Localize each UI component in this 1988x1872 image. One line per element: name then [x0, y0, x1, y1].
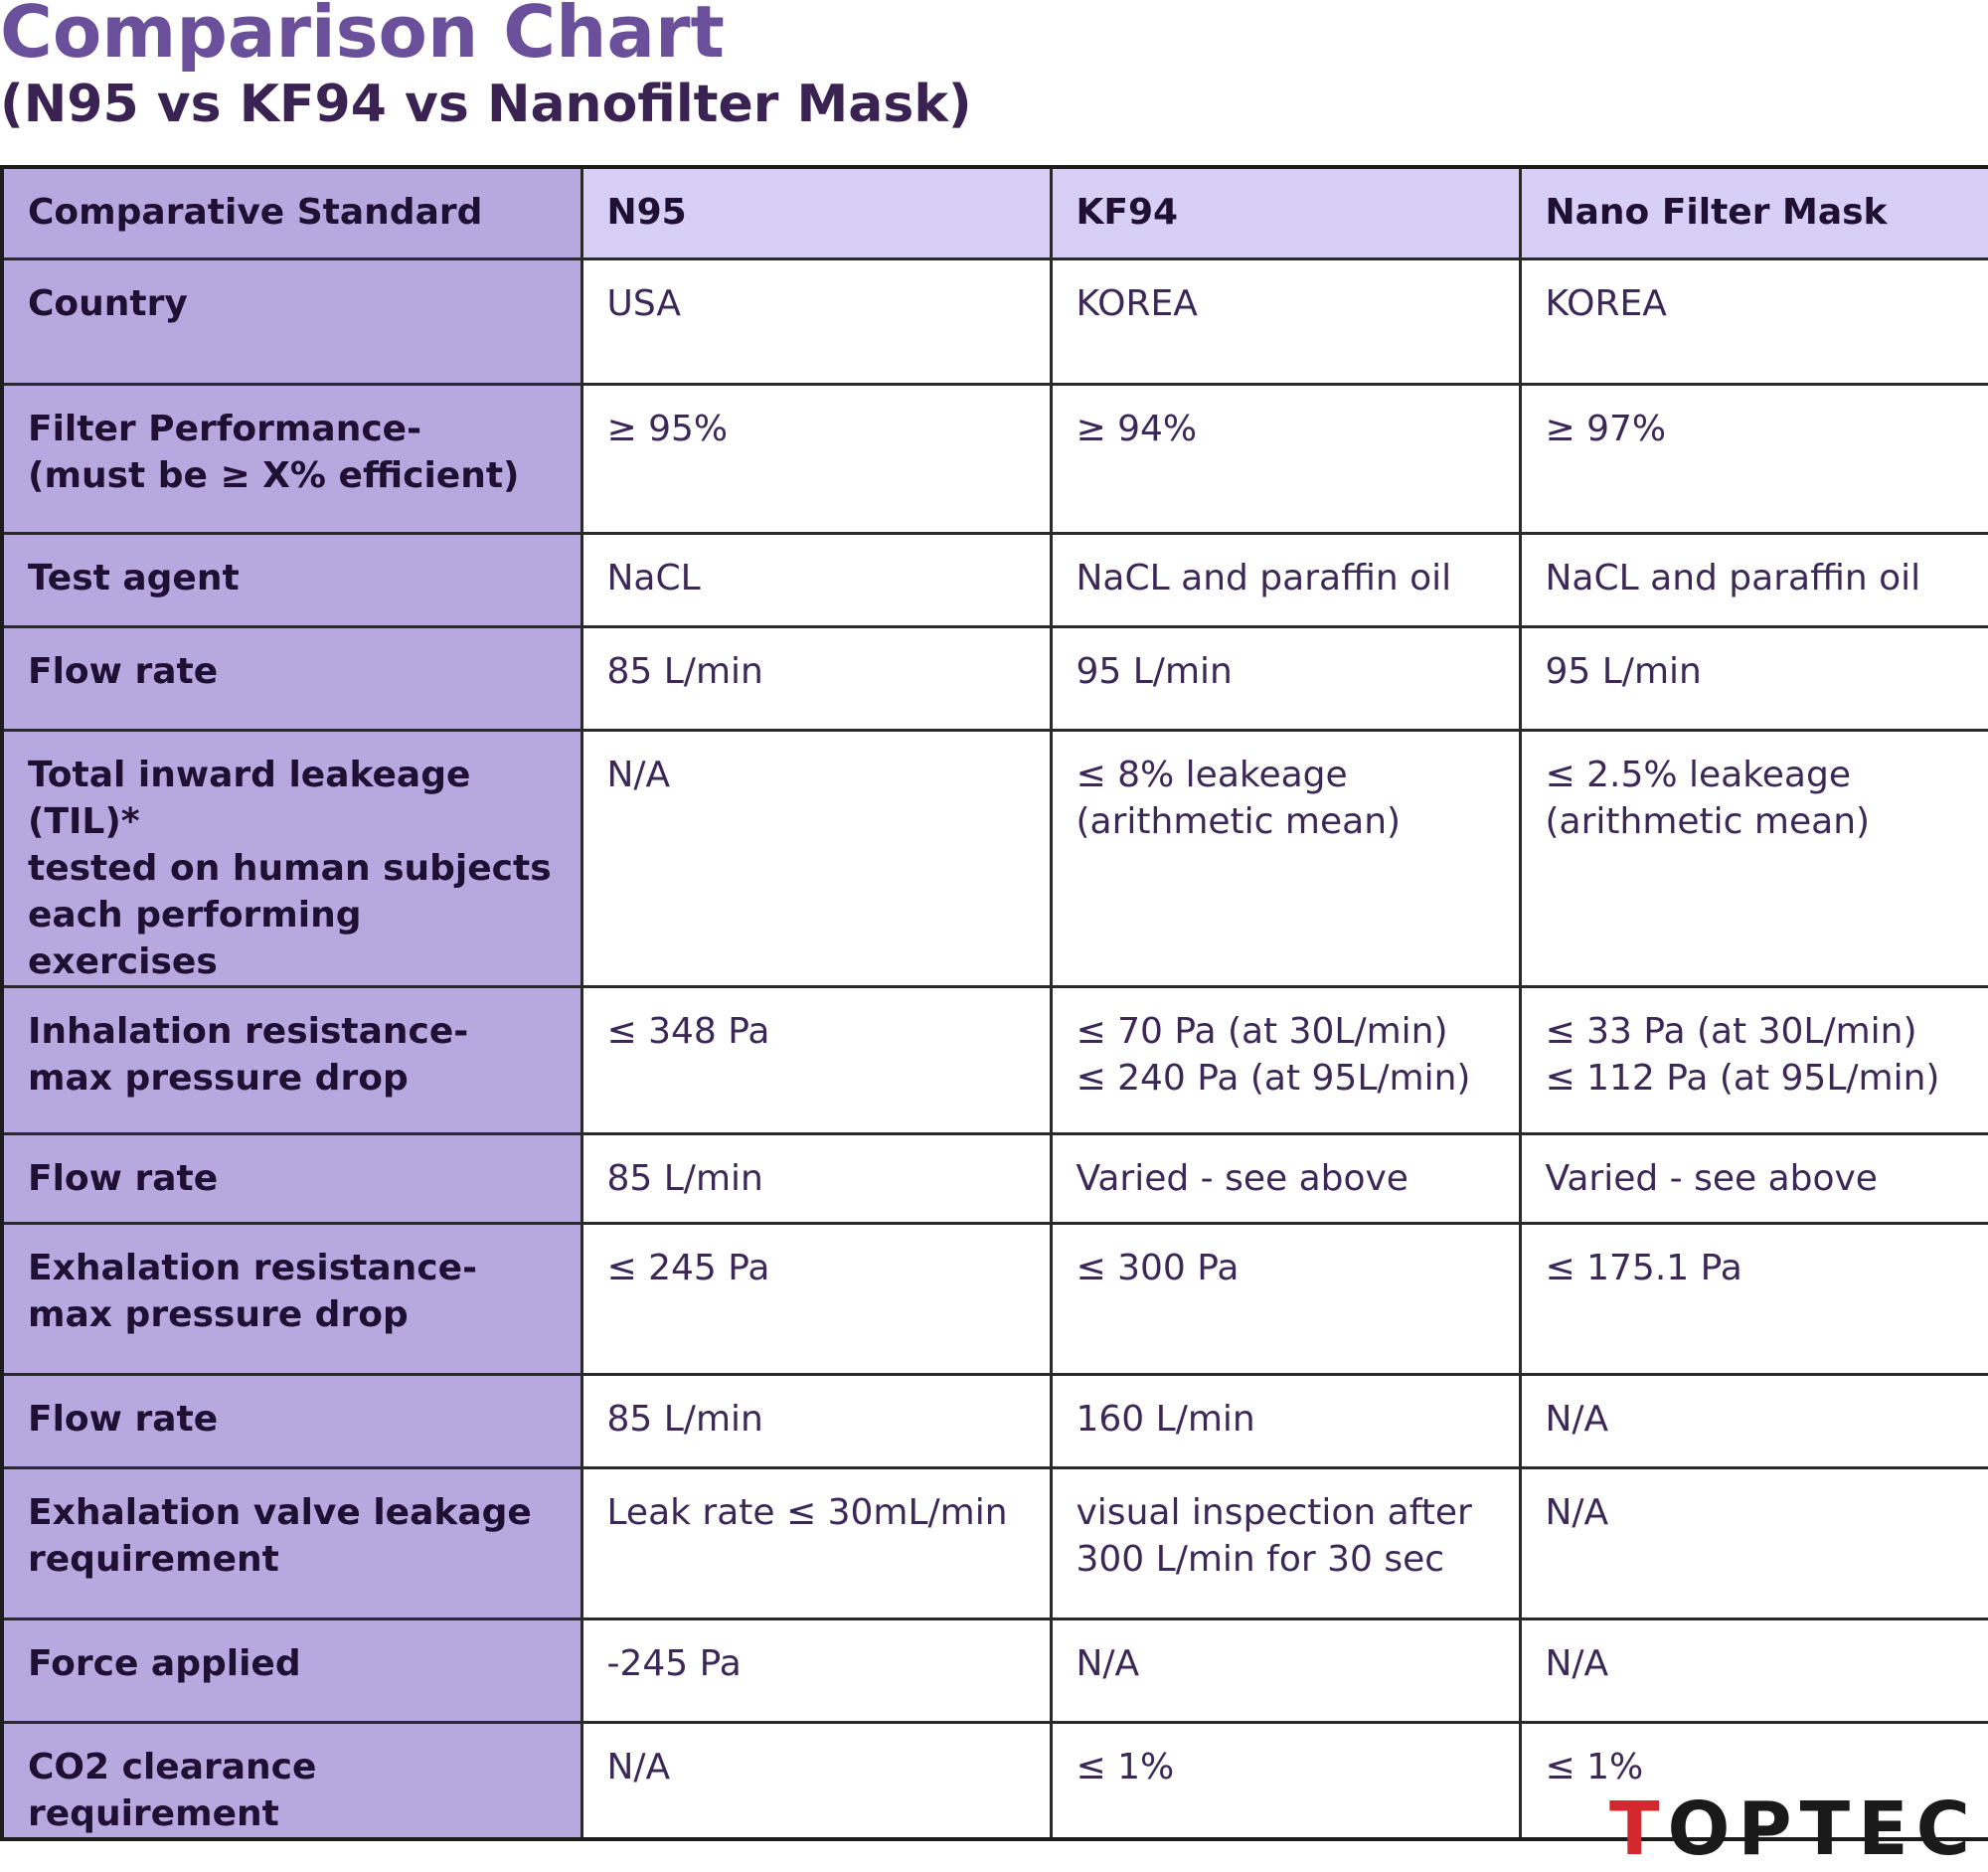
cell-n95-exhalation-valve-leakage: Leak rate ≤ 30mL/min [580, 1465, 1053, 1620]
row-label-force-applied: Force applied [0, 1617, 583, 1724]
cell-nano-filter-mask-flow-rate: 95 L/min [1518, 624, 1988, 732]
cell-kf94-flow-rate-3: 160 L/min [1049, 1372, 1522, 1469]
cell-kf94-inhalation-resistance: ≤ 70 Pa (at 30L/min) ≤ 240 Pa (at 95L/min… [1049, 984, 1522, 1135]
page-title: Comparison Chart [0, 0, 725, 74]
row-label-inhalation-resistance: Inhalation resistance-max pressure drop [0, 984, 583, 1135]
cell-kf94-co2-clearance: ≤ 1% [1049, 1720, 1522, 1840]
row-label-flow-rate-2: Flow rate [0, 1131, 583, 1225]
header-comparative-standard: Comparative Standard [0, 165, 583, 260]
cell-n95-country: USA [580, 256, 1053, 386]
cell-nano-filter-mask-test-agent: NaCL and paraffin oil [1518, 531, 1988, 628]
cell-kf94-flow-rate: 95 L/min [1049, 624, 1522, 732]
page-subtitle: (N95 vs KF94 vs Nanofilter Mask) [0, 75, 972, 134]
cell-nano-filter-mask-co2-clearance: ≤ 1% [1518, 1720, 1988, 1840]
cell-n95-test-agent: NaCL [580, 531, 1053, 628]
cell-kf94-flow-rate-2: Varied - see above [1049, 1131, 1522, 1225]
table-row: Filter Performance- (must be ≥ X% efficie… [0, 382, 1988, 535]
table-row: Exhalation valve leakage requirement Leak … [0, 1465, 1988, 1620]
cell-nano-filter-mask-flow-rate-2: Varied - see above [1518, 1131, 1988, 1225]
cell-n95-co2-clearance: N/A [580, 1720, 1053, 1840]
cell-kf94-exhalation-valve-leakage: visual inspection after 300 L/min for 30 … [1049, 1465, 1522, 1620]
cell-n95-flow-rate-3: 85 L/min [580, 1372, 1053, 1469]
table-header-row: Comparative Standard N95 KF94 Nano Filte… [0, 165, 1988, 260]
table-row: Exhalation resistance-max pressure drop ≤… [0, 1221, 1988, 1376]
logo-rest: OPTEC [1667, 1787, 1978, 1872]
cell-n95-force-applied: -245 Pa [580, 1617, 1053, 1724]
cell-kf94-test-agent: NaCL and paraffin oil [1049, 531, 1522, 628]
table-row: Force applied -245 Pa N/A N/A [0, 1617, 1988, 1724]
cell-kf94-country: KOREA [1049, 256, 1522, 386]
cell-nano-filter-mask-exhalation-resistance: ≤ 175.1 Pa [1518, 1221, 1988, 1376]
row-label-exhalation-valve-leakage: Exhalation valve leakage requirement [0, 1465, 583, 1620]
logo-first-letter: T [1609, 1787, 1668, 1872]
cell-n95-exhalation-resistance: ≤ 245 Pa [580, 1221, 1053, 1376]
cell-nano-filter-mask-country: KOREA [1518, 256, 1988, 386]
cell-n95-filter-performance: ≥ 95% [580, 382, 1053, 535]
cell-kf94-filter-performance: ≥ 94% [1049, 382, 1522, 535]
cell-nano-filter-mask-total-inward-leakage: ≤ 2.5% leakeage (arithmetic mean) [1518, 728, 1988, 988]
cell-nano-filter-mask-exhalation-valve-leakage: N/A [1518, 1465, 1988, 1620]
cell-n95-total-inward-leakage: N/A [580, 728, 1053, 988]
comparison-table: Comparative Standard N95 KF94 Nano Filte… [0, 165, 1988, 1841]
cell-n95-inhalation-resistance: ≤ 348 Pa [580, 984, 1053, 1135]
table-row: Total inward leakeage (TIL)* tested on hu… [0, 728, 1988, 988]
row-label-total-inward-leakage: Total inward leakeage (TIL)* tested on hu… [0, 728, 583, 988]
cell-n95-flow-rate: 85 L/min [580, 624, 1053, 732]
row-label-exhalation-resistance: Exhalation resistance-max pressure drop [0, 1221, 583, 1376]
table-row: CO2 clearance requirement N/A ≤ 1% ≤ 1% [0, 1720, 1988, 1840]
table-row: Flow rate 85 L/min Varied - see above Varie… [0, 1131, 1988, 1225]
cell-kf94-exhalation-resistance: ≤ 300 Pa [1049, 1221, 1522, 1376]
toptec-logo: TOPTEC [1609, 1789, 1978, 1869]
cell-kf94-force-applied: N/A [1049, 1617, 1522, 1724]
cell-nano-filter-mask-flow-rate-3: N/A [1518, 1372, 1988, 1469]
table-row: Flow rate 85 L/min 95 L/min 95 L/min [0, 624, 1988, 732]
header-n95: N95 [580, 165, 1053, 260]
cell-nano-filter-mask-filter-performance: ≥ 97% [1518, 382, 1988, 535]
cell-n95-flow-rate-2: 85 L/min [580, 1131, 1053, 1225]
cell-nano-filter-mask-inhalation-resistance: ≤ 33 Pa (at 30L/min) ≤ 112 Pa (at 95L/min… [1518, 984, 1988, 1135]
row-label-country: Country [0, 256, 583, 386]
table-row: Inhalation resistance-max pressure drop ≤… [0, 984, 1988, 1135]
row-label-filter-performance: Filter Performance- (must be ≥ X% efficie… [0, 382, 583, 535]
table-row: Flow rate 85 L/min 160 L/min N/A [0, 1372, 1988, 1469]
row-label-co2-clearance: CO2 clearance requirement [0, 1720, 583, 1840]
cell-kf94-total-inward-leakage: ≤ 8% leakeage (arithmetic mean) [1049, 728, 1522, 988]
header-nano-filter-mask: Nano Filter Mask [1518, 165, 1988, 260]
table-row: Test agent NaCL NaCL and paraffin oil NaCL … [0, 531, 1988, 628]
row-label-flow-rate-3: Flow rate [0, 1372, 583, 1469]
row-label-test-agent: Test agent [0, 531, 583, 628]
cell-nano-filter-mask-force-applied: N/A [1518, 1617, 1988, 1724]
header-kf94: KF94 [1049, 165, 1522, 260]
table-row: Country USA KOREA KOREA [0, 256, 1988, 386]
row-label-flow-rate: Flow rate [0, 624, 583, 732]
